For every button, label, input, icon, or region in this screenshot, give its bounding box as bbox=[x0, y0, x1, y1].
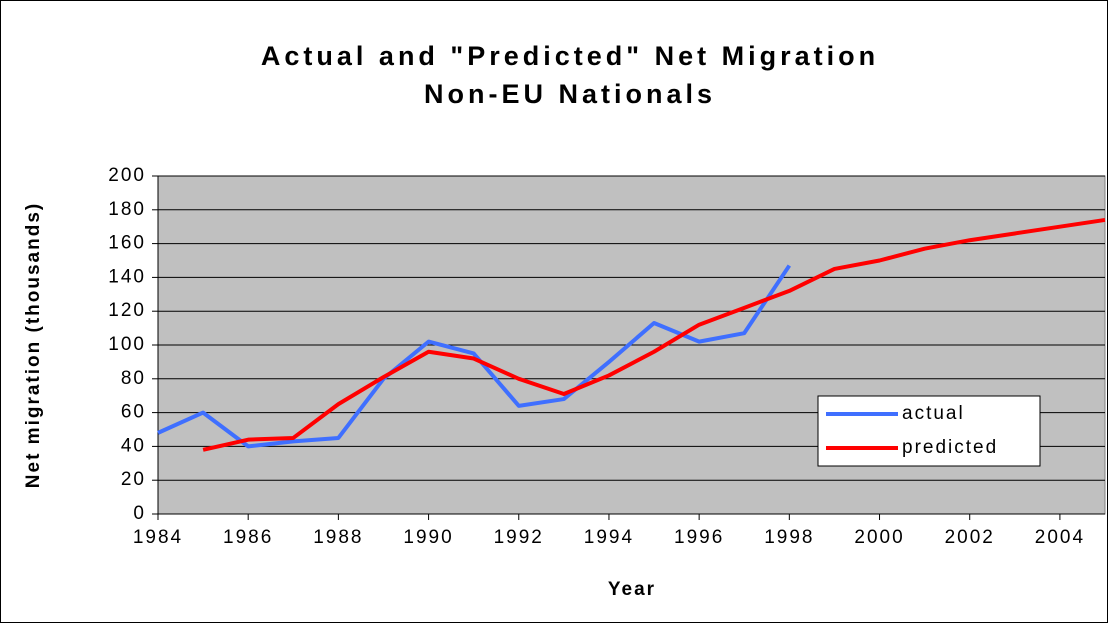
y-tick-label: 140 bbox=[108, 266, 146, 287]
y-tick-label: 20 bbox=[121, 469, 146, 490]
x-axis-title: Year bbox=[608, 579, 656, 600]
y-tick-label: 160 bbox=[108, 233, 146, 254]
legend-label: actual bbox=[902, 403, 965, 424]
chart-title: Actual and "Predicted" Net Migration bbox=[261, 41, 879, 71]
x-tick-label: 1986 bbox=[223, 527, 273, 548]
x-tick-label: 2002 bbox=[945, 527, 995, 548]
legend: actual predicted bbox=[817, 395, 1041, 467]
x-tick-label: 1988 bbox=[313, 527, 363, 548]
x-tick-label: 1984 bbox=[133, 527, 183, 548]
y-tick-label: 40 bbox=[121, 435, 146, 456]
y-tick-label: 180 bbox=[108, 199, 146, 220]
x-tick-label: 1998 bbox=[764, 527, 814, 548]
x-tick-label: 1994 bbox=[584, 527, 634, 548]
x-tick-label: 1996 bbox=[674, 527, 724, 548]
x-tick-label: 2000 bbox=[854, 527, 904, 548]
x-tick-label: 1992 bbox=[494, 527, 544, 548]
y-tick-label: 60 bbox=[121, 402, 146, 423]
y-tick-label: 80 bbox=[121, 368, 146, 389]
y-tick-label: 120 bbox=[108, 300, 146, 321]
y-tick-label: 200 bbox=[108, 165, 146, 186]
y-axis-title: Net migration (thousands) bbox=[23, 202, 44, 488]
x-tick-label: 2004 bbox=[1035, 527, 1085, 548]
chart-subtitle: Non-EU Nationals bbox=[424, 79, 716, 109]
legend-box bbox=[817, 395, 1041, 467]
y-tick-label: 100 bbox=[108, 334, 146, 355]
x-tick-label: 1990 bbox=[403, 527, 453, 548]
y-tick-label: 0 bbox=[133, 503, 146, 524]
legend-label: predicted bbox=[902, 437, 998, 458]
series-line bbox=[202, 217, 1106, 452]
